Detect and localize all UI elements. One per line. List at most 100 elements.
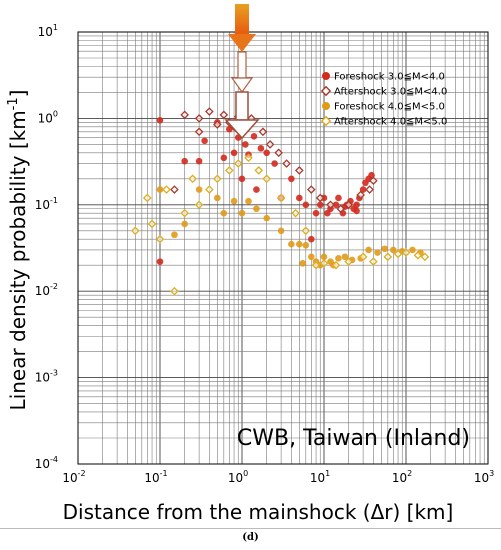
chart-annotation: CWB, Taiwan (Inland) bbox=[237, 426, 470, 451]
data-point bbox=[311, 260, 321, 270]
data-point bbox=[288, 240, 295, 248]
y-tick-exp: -2 bbox=[50, 282, 58, 291]
data-point bbox=[194, 127, 204, 137]
plot-frame bbox=[77, 31, 489, 465]
data-point bbox=[353, 201, 360, 209]
legend-marker bbox=[322, 72, 330, 80]
data-point bbox=[220, 209, 228, 217]
x-tick-label: 103 bbox=[474, 469, 494, 485]
data-point bbox=[214, 194, 221, 202]
data-point bbox=[180, 110, 190, 120]
data-point bbox=[156, 258, 164, 265]
data-point bbox=[389, 246, 397, 254]
y-tick-label: 10-4 bbox=[35, 455, 58, 471]
x-tick-labels: 10-2 10-1 100 101 102 103 bbox=[62, 469, 494, 485]
data-point bbox=[194, 200, 204, 210]
data-point bbox=[271, 160, 278, 167]
y-tick-base: 10 bbox=[35, 371, 50, 385]
data-point bbox=[356, 190, 365, 200]
y-tick-exp: -1 bbox=[50, 196, 58, 205]
data-point bbox=[242, 141, 249, 148]
data-point bbox=[224, 166, 234, 175]
data-point bbox=[393, 249, 403, 259]
data-point bbox=[238, 175, 246, 183]
x-tick-label: 10-1 bbox=[144, 469, 167, 485]
data-point bbox=[156, 117, 164, 124]
data-point bbox=[263, 214, 270, 222]
y-tick-label: 10-3 bbox=[35, 369, 58, 385]
data-point bbox=[299, 260, 307, 267]
y-axis-title-close: ] bbox=[6, 90, 30, 98]
data-point bbox=[155, 234, 165, 244]
data-point bbox=[335, 255, 342, 262]
y-tick-label: 10-1 bbox=[35, 196, 58, 212]
data-point bbox=[288, 175, 295, 183]
data-point bbox=[301, 226, 311, 236]
y-tick-base: 10 bbox=[38, 111, 53, 125]
data-point bbox=[170, 185, 179, 194]
x-tick-exp: 3 bbox=[489, 469, 494, 478]
data-point bbox=[401, 248, 411, 257]
data-point bbox=[369, 176, 378, 186]
data-point bbox=[201, 137, 208, 145]
data-point bbox=[142, 193, 152, 203]
data-point bbox=[147, 219, 157, 229]
data-point bbox=[316, 201, 324, 209]
data-point bbox=[312, 209, 320, 217]
data-point bbox=[194, 114, 204, 123]
y-tick-base: 10 bbox=[38, 25, 53, 39]
legend: Foreshock 3.0≦M<4.0 Aftershock 3.0≦M<4.0 F… bbox=[320, 72, 447, 128]
y-tick-exp: -3 bbox=[50, 369, 58, 378]
data-point bbox=[262, 174, 272, 184]
data-point bbox=[302, 241, 310, 249]
y-tick-label: 100 bbox=[38, 109, 58, 125]
x-tick-label: 10-2 bbox=[62, 469, 85, 485]
data-point bbox=[341, 253, 349, 261]
data-point bbox=[171, 231, 178, 239]
x-tick-base: 10 bbox=[228, 471, 243, 485]
y-tick-exp: 1 bbox=[53, 23, 58, 32]
x-tick-base: 10 bbox=[392, 471, 407, 485]
x-tick-exp: 0 bbox=[243, 469, 248, 478]
x-tick-label: 101 bbox=[310, 469, 330, 485]
series-1 bbox=[156, 117, 375, 265]
y-tick-exp: -4 bbox=[50, 455, 58, 464]
y-axis-title-main: Linear density probability [km bbox=[6, 110, 30, 410]
data-point bbox=[277, 227, 285, 235]
data-point bbox=[219, 110, 229, 120]
y-tick-base: 10 bbox=[35, 284, 50, 298]
data-point bbox=[413, 251, 423, 260]
data-point bbox=[250, 133, 258, 140]
data-point bbox=[230, 149, 238, 157]
legend-marker bbox=[320, 85, 332, 97]
data-point bbox=[420, 252, 430, 262]
data-point bbox=[276, 193, 286, 203]
data-point bbox=[257, 145, 265, 152]
legend-label: Aftershock 4.0≦M<5.0 bbox=[334, 117, 447, 128]
x-axis-title: Distance from the mainshock (Δr) [km] bbox=[63, 500, 454, 524]
data-point bbox=[344, 257, 354, 266]
data-point bbox=[374, 249, 381, 256]
data-point bbox=[253, 205, 260, 213]
arrow-down-icon bbox=[224, 4, 260, 140]
data-point bbox=[319, 259, 329, 268]
y-axis-title: Linear density probability [km-1] bbox=[6, 90, 30, 411]
data-points bbox=[130, 107, 430, 296]
data-point bbox=[233, 159, 243, 168]
data-point bbox=[220, 154, 228, 162]
data-point bbox=[331, 260, 341, 270]
data-point bbox=[212, 174, 222, 184]
data-point bbox=[344, 200, 354, 210]
x-tick-base: 10 bbox=[144, 471, 159, 485]
data-point bbox=[181, 157, 188, 165]
figure-caption: (d) bbox=[242, 532, 259, 543]
data-point bbox=[244, 153, 253, 163]
x-tick-exp: 2 bbox=[407, 469, 412, 478]
data-point bbox=[188, 174, 197, 184]
x-tick-base: 10 bbox=[310, 471, 325, 485]
series-3 bbox=[156, 186, 424, 269]
legend-label: Foreshock 4.0≦M<5.0 bbox=[334, 102, 445, 113]
data-point bbox=[315, 193, 325, 203]
data-point bbox=[302, 201, 310, 209]
